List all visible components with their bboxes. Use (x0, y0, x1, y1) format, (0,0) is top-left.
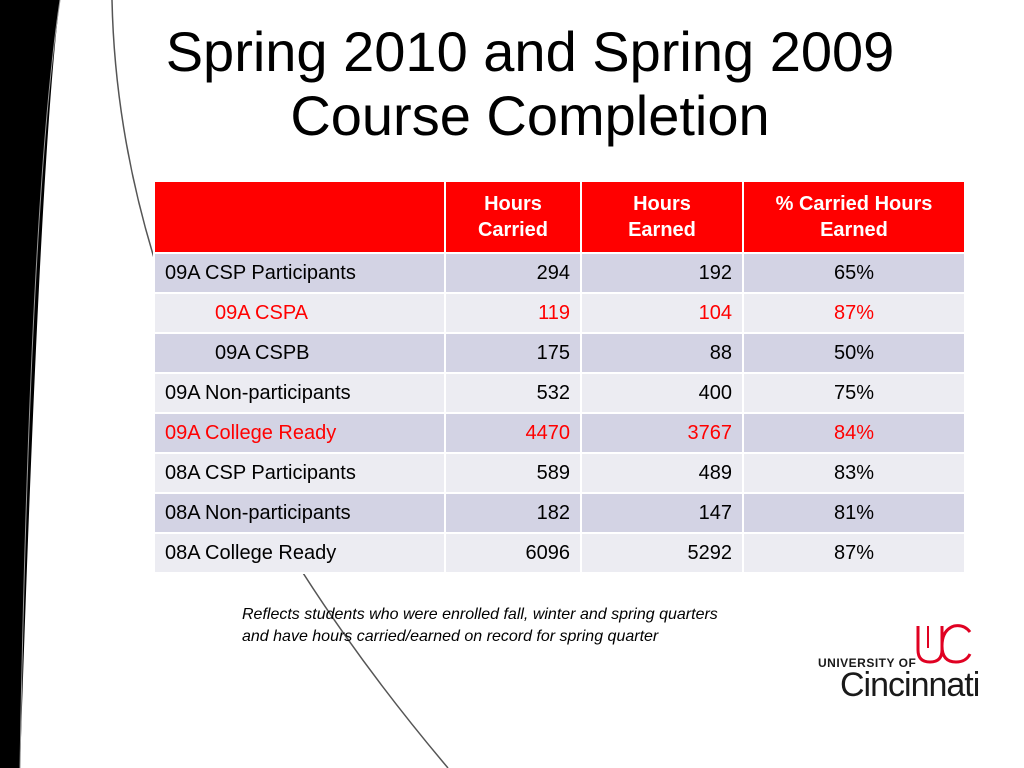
row-label: 08A Non-participants (153, 492, 446, 534)
table-row: 09A CSP Participants 294 192 65% (153, 252, 966, 294)
header-label (153, 180, 446, 254)
hours-carried-cell: 119 (444, 292, 582, 334)
pct-earned-cell: 83% (742, 452, 966, 494)
table-row: 09A College Ready 4470 3767 84% (153, 412, 966, 454)
row-label: 08A College Ready (153, 532, 446, 574)
pct-earned-cell: 75% (742, 372, 966, 414)
hours-carried-cell: 175 (444, 332, 582, 374)
table-row: 08A College Ready 6096 5292 87% (153, 532, 966, 574)
hours-earned-cell: 147 (580, 492, 744, 534)
table-row: 09A Non-participants 532 400 75% (153, 372, 966, 414)
row-label: 09A CSP Participants (153, 252, 446, 294)
footnote-line-2: and have hours carried/earned on record … (242, 628, 659, 645)
table-header-row: Hours Carried Hours Earned % Carried Hou… (153, 180, 966, 254)
hours-carried-cell: 6096 (444, 532, 582, 574)
pct-earned-cell: 87% (742, 532, 966, 574)
hours-earned-cell: 5292 (580, 532, 744, 574)
pct-earned-cell: 81% (742, 492, 966, 534)
row-label: 09A College Ready (153, 412, 446, 454)
row-label: 09A CSPB (153, 332, 446, 374)
table-row: 09A CSPA 119 104 87% (153, 292, 966, 334)
slide-title-line-1: Spring 2010 and Spring 2009 (165, 20, 895, 83)
header-hours-carried: Hours Carried (444, 180, 582, 254)
header-hours-earned: Hours Earned (580, 180, 744, 254)
uc-monogram-icon (916, 624, 972, 664)
row-label: 08A CSP Participants (153, 452, 446, 494)
row-label: 09A Non-participants (153, 372, 446, 414)
table-row: 08A Non-participants 182 147 81% (153, 492, 966, 534)
table-row: 09A CSPB 175 88 50% (153, 332, 966, 374)
university-logo: UNIVERSITY OF Cincinnati (812, 622, 992, 708)
row-label: 09A CSPA (153, 292, 446, 334)
hours-earned-cell: 88 (580, 332, 744, 374)
pct-earned-cell: 87% (742, 292, 966, 334)
header-pct-carried-hours-earned: % Carried Hours Earned (742, 180, 966, 254)
hours-earned-cell: 104 (580, 292, 744, 334)
pct-earned-cell: 65% (742, 252, 966, 294)
course-completion-table: Hours Carried Hours Earned % Carried Hou… (153, 180, 966, 574)
hours-carried-cell: 182 (444, 492, 582, 534)
pct-earned-cell: 84% (742, 412, 966, 454)
hours-carried-cell: 4470 (444, 412, 582, 454)
university-of-label: UNIVERSITY OF (818, 656, 917, 670)
footnote-line-1: Reflects students who were enrolled fall… (242, 606, 718, 623)
hours-earned-cell: 400 (580, 372, 744, 414)
footnote: Reflects students who were enrolled fall… (242, 604, 862, 648)
cincinnati-wordmark: Cincinnati (840, 666, 980, 704)
hours-carried-cell: 589 (444, 452, 582, 494)
table-row: 08A CSP Participants 589 489 83% (153, 452, 966, 494)
hours-earned-cell: 3767 (580, 412, 744, 454)
hours-carried-cell: 532 (444, 372, 582, 414)
hours-earned-cell: 489 (580, 452, 744, 494)
hours-carried-cell: 294 (444, 252, 582, 294)
slide-title: Spring 2010 and Spring 2009 Course Compl… (0, 20, 1024, 148)
hours-earned-cell: 192 (580, 252, 744, 294)
slide-title-line-2: Course Completion (290, 84, 770, 147)
pct-earned-cell: 50% (742, 332, 966, 374)
